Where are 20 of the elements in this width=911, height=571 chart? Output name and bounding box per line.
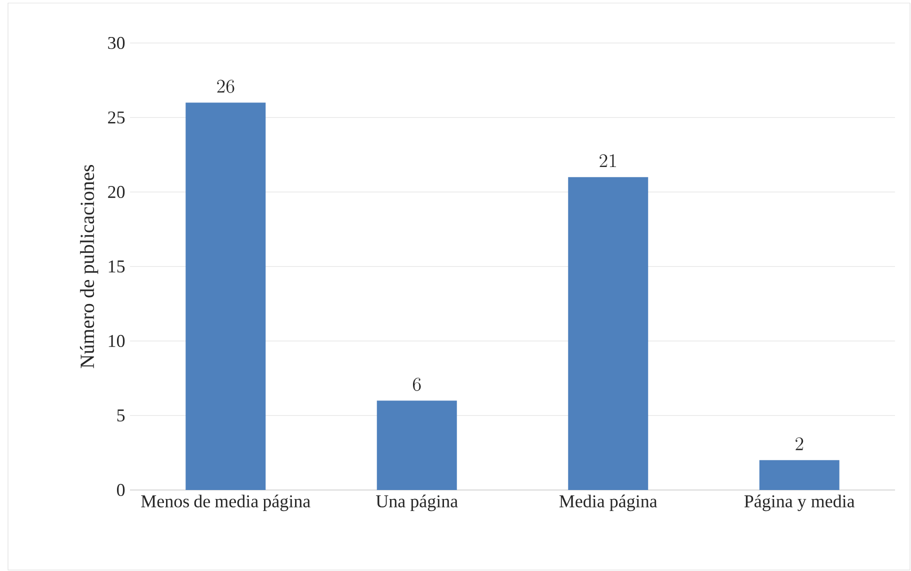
x-tick-label: Una página xyxy=(376,494,458,512)
x-tick-label: Media página xyxy=(559,494,658,512)
x-tick-label: Menos de media página xyxy=(141,494,310,512)
x-tick-label: Página y media xyxy=(744,494,855,512)
y-axis-title: Número de publicaciones xyxy=(80,165,98,368)
y-tick-label: 30 xyxy=(108,36,125,50)
bar xyxy=(186,102,266,490)
data-label: 26 xyxy=(217,80,234,93)
y-tick-label: 10 xyxy=(108,334,125,348)
y-tick-label: 20 xyxy=(108,186,125,198)
bar xyxy=(568,177,648,490)
bar xyxy=(759,460,840,490)
data-label: 6 xyxy=(412,378,421,391)
data-label: 2 xyxy=(796,437,804,450)
data-label: 21 xyxy=(600,154,616,168)
bar xyxy=(376,400,457,490)
y-tick-label: 0 xyxy=(116,484,125,496)
y-tick-label: 25 xyxy=(108,111,125,124)
y-tick-label: 15 xyxy=(108,260,125,273)
y-tick-label: 5 xyxy=(117,410,125,422)
